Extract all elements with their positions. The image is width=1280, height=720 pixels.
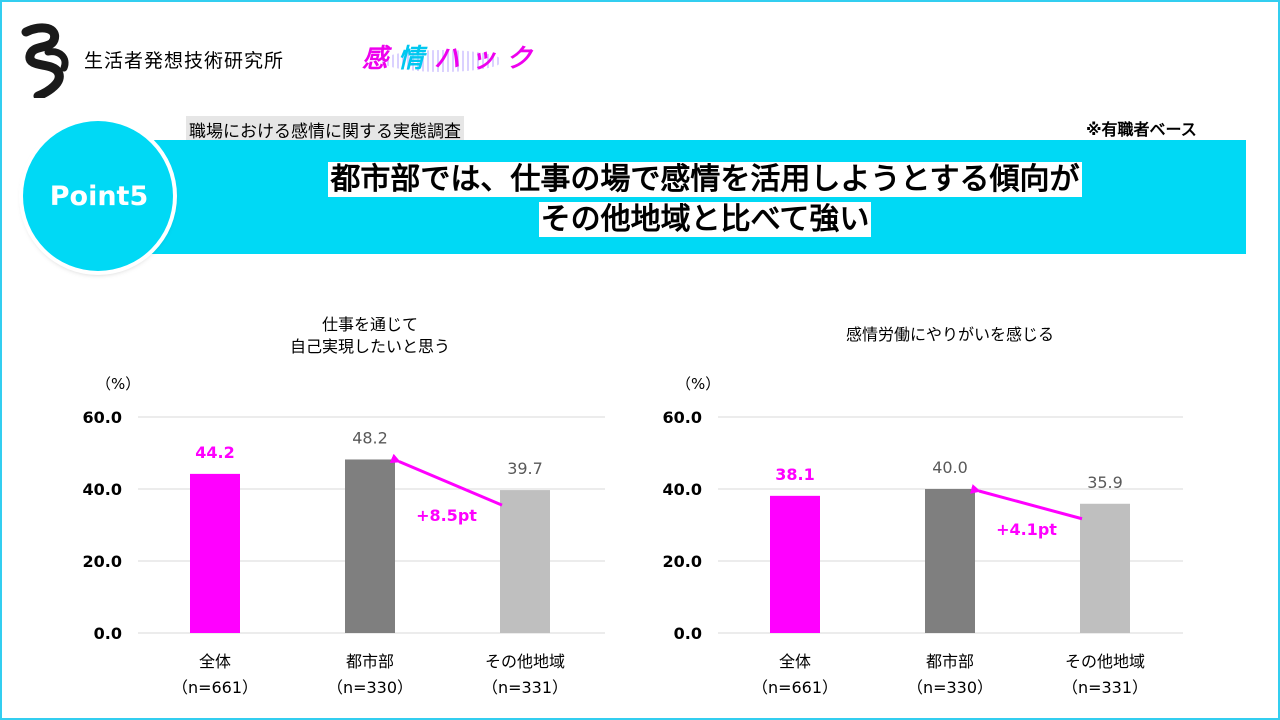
chart2-category-n-label: （n=331） (1062, 678, 1148, 697)
chart1-bar (345, 459, 395, 633)
chart1-category-label: その他地域 (485, 652, 565, 671)
chart2-category-label: 全体 (779, 652, 811, 671)
chart2-unit-label: （%） (676, 375, 720, 393)
chart2-comparison-arrow (969, 484, 1083, 521)
chart1-y-tick-label: 60.0 (83, 408, 122, 427)
chart1-title-line2: 自己実現したいと思う (289, 337, 450, 356)
chart1-y-tick-label: 20.0 (83, 552, 122, 571)
chart1-unit-label: （%） (96, 375, 140, 393)
brand-wave-icon (382, 50, 502, 72)
chart2-title: 感情労働にやりがいを感じる (800, 324, 1100, 346)
brand-rest: ハック (434, 44, 543, 74)
chart1-title: 仕事を通じて 自己実現したいと思う (220, 314, 520, 358)
survey-title: 職場における感情に関する実態調査 (186, 116, 464, 143)
chart1-comparison-arrow (389, 453, 503, 507)
chart1-value-label: 39.7 (507, 459, 543, 478)
chart1-bar (190, 473, 240, 633)
chart2-value-label: 35.9 (1087, 473, 1123, 492)
chart1-difference-label: +8.5pt (416, 506, 477, 525)
chart2-category-label: その他地域 (1065, 652, 1145, 671)
chart2-bar (770, 495, 820, 633)
chart2-title-line1: 感情労働にやりがいを感じる (845, 325, 1054, 344)
chart2-value-label: 40.0 (932, 458, 968, 477)
chart1-value-label: 48.2 (352, 428, 388, 447)
brand-char-1: 感 (362, 44, 399, 74)
logo-icon (21, 23, 69, 98)
chart2-category-label: 都市部 (926, 652, 974, 671)
chart1-category-label: 都市部 (346, 652, 394, 671)
point-badge (23, 121, 173, 271)
chart1-value-label: 44.2 (195, 443, 234, 462)
chart2-y-tick-label: 60.0 (663, 408, 702, 427)
chart1-category-label: 全体 (199, 652, 231, 671)
point-label: Point5 (49, 181, 149, 212)
chart2-y-tick-label: 20.0 (663, 552, 702, 571)
org-name: 生活者発想技術研究所 (84, 50, 285, 72)
headline: 都市部では、仕事の場で感情を活用しようとする傾向が その他地域と比べて強い (170, 160, 1240, 240)
chart1-category-n-label: （n=661） (172, 678, 258, 697)
chart1-title-line1: 仕事を通じて (321, 315, 418, 334)
base-note: ※有職者ベース (1086, 120, 1197, 139)
chart2-bar (925, 489, 975, 633)
brand-logo: 感情ハック (362, 38, 572, 82)
chart2-difference-label: +4.1pt (996, 520, 1057, 539)
chart1-y-tick-label: 0.0 (94, 624, 122, 643)
brand-name: 感情ハック (362, 38, 542, 75)
chart2-category-n-label: （n=661） (752, 678, 838, 697)
chart1-category-n-label: （n=331） (482, 678, 568, 697)
chart2-value-label: 38.1 (775, 465, 814, 484)
headline-line2: その他地域と比べて強い (538, 202, 872, 237)
chart2-y-tick-label: 40.0 (663, 480, 702, 499)
chart2-bar (1080, 503, 1130, 633)
headline-line1: 都市部では、仕事の場で感情を活用しようとする傾向が (328, 162, 1082, 197)
chart1-bar (500, 490, 550, 633)
chart1-y-tick-label: 40.0 (83, 480, 122, 499)
brand-char-2: 情 (398, 44, 435, 74)
chart2-category-n-label: （n=330） (907, 678, 993, 697)
chart1-category-n-label: （n=330） (327, 678, 413, 697)
chart2-y-tick-label: 0.0 (674, 624, 702, 643)
